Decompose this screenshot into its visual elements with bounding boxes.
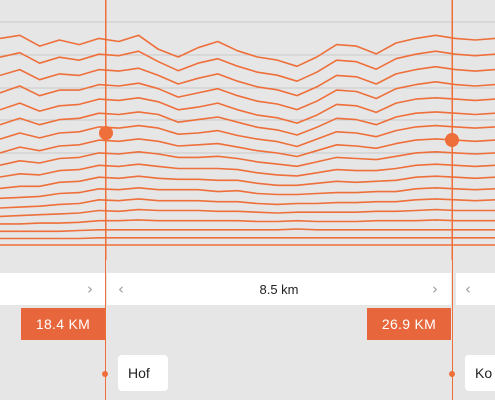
ridge-line-14 xyxy=(0,208,495,218)
waypoint-dot-left xyxy=(102,371,108,377)
ridge-line-1 xyxy=(0,34,495,68)
km-badge-right: 26.9 KM xyxy=(367,308,451,340)
position-line-right xyxy=(452,0,453,400)
segment-current[interactable]: ‹ 8.5 km › xyxy=(107,273,451,305)
chevron-left-icon[interactable]: ‹ xyxy=(118,280,124,298)
segment-previous[interactable]: › xyxy=(0,273,105,305)
segment-next[interactable]: ‹ xyxy=(456,273,495,305)
waypoint-label-left[interactable]: Hof xyxy=(118,355,168,391)
waypoint-label-right[interactable]: Ko xyxy=(465,355,495,391)
ridge-line-3 xyxy=(0,65,495,97)
route-marker-left[interactable] xyxy=(99,126,113,140)
ridge-line-16 xyxy=(0,228,495,233)
ridge-line-11 xyxy=(0,175,495,190)
chevron-right-icon[interactable]: › xyxy=(432,280,438,298)
ridge-line-8 xyxy=(0,138,495,158)
ridge-lines xyxy=(0,34,495,246)
ridge-line-4 xyxy=(0,81,495,111)
ridge-line-2 xyxy=(0,50,495,82)
segment-bar: › ‹ 8.5 km › ‹ xyxy=(0,273,495,305)
ridge-line-15 xyxy=(0,219,495,225)
ridge-line-13 xyxy=(0,198,495,209)
chevron-right-icon[interactable]: › xyxy=(87,280,93,298)
elevation-chart-svg xyxy=(0,0,495,260)
ridge-line-6 xyxy=(0,111,495,136)
ridge-line-17 xyxy=(0,237,495,240)
elevation-chart[interactable] xyxy=(0,0,495,260)
segment-distance-label: 8.5 km xyxy=(259,281,299,297)
ridge-line-12 xyxy=(0,187,495,200)
ridge-line-10 xyxy=(0,163,495,178)
ridge-line-9 xyxy=(0,151,495,168)
position-line-left xyxy=(105,0,106,400)
waypoint-dot-right xyxy=(449,371,455,377)
chevron-left-icon[interactable]: ‹ xyxy=(465,280,471,298)
km-badge-left: 18.4 KM xyxy=(21,308,105,340)
ridge-line-5 xyxy=(0,97,495,124)
ridge-line-7 xyxy=(0,124,495,148)
